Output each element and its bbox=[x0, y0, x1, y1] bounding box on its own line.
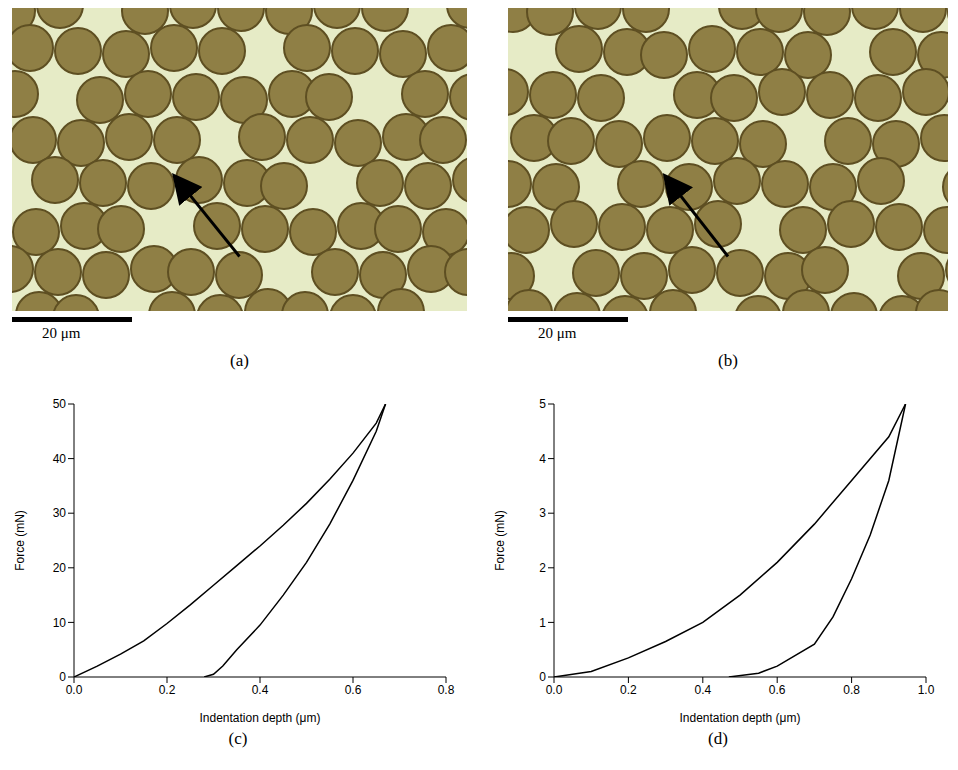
svg-text:0: 0 bbox=[539, 670, 546, 684]
svg-text:Indentation depth (μm): Indentation depth (μm) bbox=[200, 711, 321, 725]
svg-text:2: 2 bbox=[539, 561, 546, 575]
svg-text:4: 4 bbox=[539, 452, 546, 466]
svg-text:0.0: 0.0 bbox=[66, 683, 83, 697]
svg-text:20: 20 bbox=[53, 561, 67, 575]
html-text:(a): (a) bbox=[230, 351, 249, 370]
svg-text:0.2: 0.2 bbox=[159, 683, 176, 697]
svg-text:5: 5 bbox=[539, 397, 546, 411]
svg-text:0.6: 0.6 bbox=[769, 683, 786, 697]
svg-text:1: 1 bbox=[539, 616, 546, 630]
svg-text:50: 50 bbox=[53, 397, 67, 411]
svg-text:0: 0 bbox=[59, 670, 66, 684]
svg-text:0.0: 0.0 bbox=[546, 683, 563, 697]
svg-text:0.2: 0.2 bbox=[620, 683, 637, 697]
svg-text:Indentation depth (μm): Indentation depth (μm) bbox=[680, 711, 801, 725]
svg-text:1.0: 1.0 bbox=[918, 683, 935, 697]
svg-text:3: 3 bbox=[539, 506, 546, 520]
html-text:20 μm: 20 μm bbox=[42, 325, 81, 341]
html-text:(d): (d) bbox=[708, 729, 728, 748]
svg-text:Force (mN): Force (mN) bbox=[493, 510, 507, 571]
svg-text:0.4: 0.4 bbox=[694, 683, 711, 697]
svg-text:40: 40 bbox=[53, 452, 67, 466]
html-text:20 μm: 20 μm bbox=[538, 325, 577, 341]
svg-text:10: 10 bbox=[53, 616, 67, 630]
html-text:(b): (b) bbox=[718, 351, 738, 370]
svg-text:Force (mN): Force (mN) bbox=[13, 510, 27, 571]
svg-text:30: 30 bbox=[53, 506, 67, 520]
svg-text:0.8: 0.8 bbox=[438, 683, 455, 697]
html-text:(c): (c) bbox=[228, 729, 248, 748]
svg-text:0.6: 0.6 bbox=[345, 683, 362, 697]
svg-text:0.4: 0.4 bbox=[252, 683, 269, 697]
svg-text:0.8: 0.8 bbox=[843, 683, 860, 697]
